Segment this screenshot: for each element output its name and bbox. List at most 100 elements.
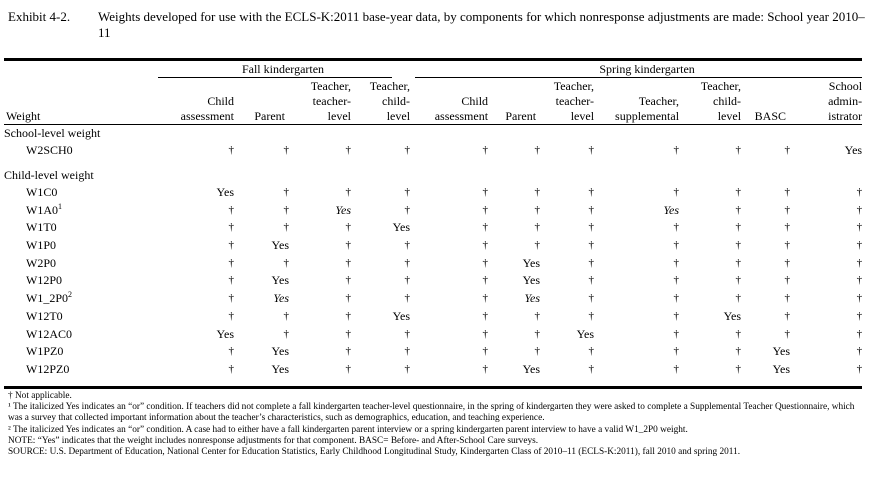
col-spring-teacher-child: Teacher, child-level (700, 79, 742, 123)
table-cell: † (482, 327, 489, 340)
table-cell: † (534, 327, 541, 340)
table-cell: † (534, 203, 541, 216)
table-cell: † (228, 203, 235, 216)
weight-name: W1A01 (26, 201, 62, 217)
table-cell: † (856, 345, 863, 358)
table-cell: † (228, 256, 235, 269)
table-cell: † (534, 221, 541, 234)
table-cell: † (856, 186, 863, 199)
table-cell: † (283, 186, 290, 199)
table-cell: † (482, 203, 489, 216)
table-cell: † (673, 345, 680, 358)
section-label: Child-level weight (4, 167, 94, 182)
table-cell: † (588, 144, 595, 157)
table-row: W12T0 † † † Yes † † † † Yes † † (4, 308, 862, 326)
footnote: † Not applicable. (8, 391, 72, 401)
table-cell: † (588, 292, 595, 305)
table-cell: Yes (271, 273, 289, 288)
table-cell: † (345, 221, 352, 234)
weight-name: W2SCH0 (26, 143, 73, 158)
table-cell: † (228, 292, 235, 305)
table-cell: † (345, 274, 352, 287)
table-cell: † (404, 327, 411, 340)
top-rule (4, 58, 862, 61)
footnotes: † Not applicable. ¹ The italicized Yes in… (8, 391, 866, 458)
weight-name: W12P0 (26, 273, 62, 288)
table-cell: † (345, 186, 352, 199)
col-fall-teacher-child: Teacher, child-level (369, 79, 411, 123)
col-fall-teacher-level: Teacher, teacher-level (310, 79, 351, 123)
col-spring-teacher-level: Teacher, teacher-level (553, 79, 595, 123)
table-cell: † (228, 309, 235, 322)
group-spring-kindergarten: Spring kindergarten (599, 62, 695, 76)
table-cell: † (228, 362, 235, 375)
weight-name: W12T0 (26, 308, 63, 323)
table-cell: † (735, 327, 742, 340)
table-cell: † (588, 239, 595, 252)
table-cell: † (404, 345, 411, 358)
weight-name: W12AC0 (26, 326, 72, 341)
table-cell: † (345, 256, 352, 269)
table-cell: † (345, 345, 352, 358)
footnote-ref: 1 (58, 201, 62, 211)
table-cell: † (673, 327, 680, 340)
table-row: W12PZ0 † Yes † † † Yes † † † Yes † (4, 361, 862, 379)
table-cell: Yes (772, 361, 791, 376)
footnote: ¹ The italicized Yes indicates an “or” c… (8, 402, 855, 424)
col-spring-teacher-supp: Teacher, supplemental (615, 94, 680, 123)
section-label: School-level weight (4, 126, 101, 140)
table-cell: † (735, 203, 742, 216)
table-cell: † (735, 292, 742, 305)
col-weight: Weight (6, 109, 41, 123)
table-cell: † (283, 221, 290, 234)
table-cell: Yes (576, 326, 595, 341)
table-cell: † (735, 186, 742, 199)
table-cell: Yes (772, 344, 791, 359)
table-cell: Yes (273, 291, 289, 306)
col-spring-basc: BASC (754, 109, 787, 123)
table-cell: † (784, 186, 791, 199)
weight-name: W1PZ0 (26, 344, 64, 359)
table-cell: † (345, 327, 352, 340)
table-cell: † (534, 144, 541, 157)
col-spring-admin: School admin-istrator (828, 79, 863, 123)
section-row: School-level weight (4, 124, 862, 142)
table-cell: † (228, 345, 235, 358)
table-cell: † (673, 221, 680, 234)
table-cell: † (283, 256, 290, 269)
table-row: W1_2P02 † Yes † † † Yes † † † † † (4, 290, 862, 308)
table-cell: † (283, 309, 290, 322)
table-cell: Yes (335, 202, 351, 217)
table-cell: † (482, 345, 489, 358)
table-cell: † (345, 309, 352, 322)
footnote: SOURCE: U.S. Department of Education, Na… (8, 447, 741, 458)
col-fall-parent: Parent (254, 109, 285, 123)
table-cell: Yes (522, 273, 541, 288)
table-cell: † (345, 144, 352, 157)
footnote: ² The italicized Yes indicates an “or” c… (8, 424, 688, 435)
table-cell: † (856, 292, 863, 305)
table-cell: † (482, 362, 489, 375)
table-cell: † (588, 256, 595, 269)
table-cell: † (482, 292, 489, 305)
table-cell: † (784, 203, 791, 216)
table-cell: † (735, 144, 742, 157)
bottom-rule (4, 386, 862, 389)
table-cell: † (482, 221, 489, 234)
table-cell: Yes (522, 361, 541, 376)
table-cell: † (404, 186, 411, 199)
footnote-ref: 2 (68, 290, 72, 300)
table-cell: † (588, 221, 595, 234)
table-cell: † (404, 362, 411, 375)
table-cell: † (404, 239, 411, 252)
table-cell: Yes (216, 185, 234, 200)
weight-name: W12PZ0 (26, 361, 70, 376)
table-cell: Yes (524, 291, 541, 306)
table-cell: † (673, 292, 680, 305)
group-fall-kindergarten: Fall kindergarten (241, 62, 325, 76)
table-cell: † (735, 256, 742, 269)
table-cell: Yes (522, 255, 541, 270)
table-cell: † (673, 362, 680, 375)
table-cell: † (735, 239, 742, 252)
table-cell: † (784, 309, 791, 322)
